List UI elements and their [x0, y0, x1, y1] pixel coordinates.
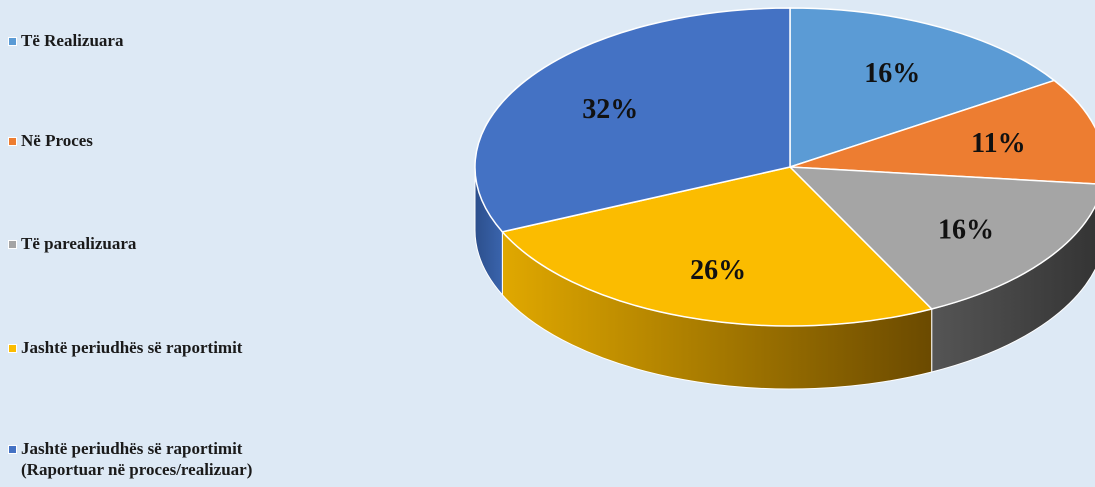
pie-top-slices: [474, 7, 1095, 327]
legend-swatch-icon: [8, 445, 17, 454]
pie-slice: [788, 166, 1095, 310]
legend-label: Të parealizuara: [21, 234, 137, 253]
legend-item-ne-proces: Në Proces: [8, 130, 93, 151]
legend-label: Jashtë periudhës së raportimit (Raportua…: [21, 439, 253, 479]
legend-label: Të Realizuara: [21, 31, 124, 50]
legend-swatch-icon: [8, 240, 17, 249]
legend-item-te-parealizuara: Të parealizuara: [8, 233, 136, 254]
legend-item-jashte-periudhes: Jashtë periudhës së raportimit: [8, 337, 242, 358]
pie-data-label: 32%: [582, 94, 638, 125]
pie-slice: [789, 79, 1095, 185]
legend-item-te-realizuara: Të Realizuara: [8, 30, 123, 51]
chart-legend: Të Realizuara Në Proces Të parealizuara …: [8, 0, 448, 487]
pie-data-label: 11%: [971, 128, 1025, 159]
legend-swatch-icon: [8, 137, 17, 146]
pie-slice: [789, 7, 1056, 169]
legend-swatch-icon: [8, 344, 17, 353]
pie-slice: [474, 7, 791, 233]
legend-label: Në Proces: [21, 131, 93, 150]
pie-data-labels: 16% 11% 16% 26% 32%: [582, 58, 1025, 286]
pie-data-label: 16%: [864, 58, 920, 89]
legend-item-jashte-periudhes-raportuar: Jashtë periudhës së raportimit (Raportua…: [8, 438, 252, 480]
pie-data-label: 26%: [690, 255, 746, 286]
legend-swatch-icon: [8, 37, 17, 46]
pie-slice: [500, 166, 934, 327]
pie-data-label: 16%: [938, 215, 994, 246]
legend-label: Jashtë periudhës së raportimit: [21, 338, 243, 357]
